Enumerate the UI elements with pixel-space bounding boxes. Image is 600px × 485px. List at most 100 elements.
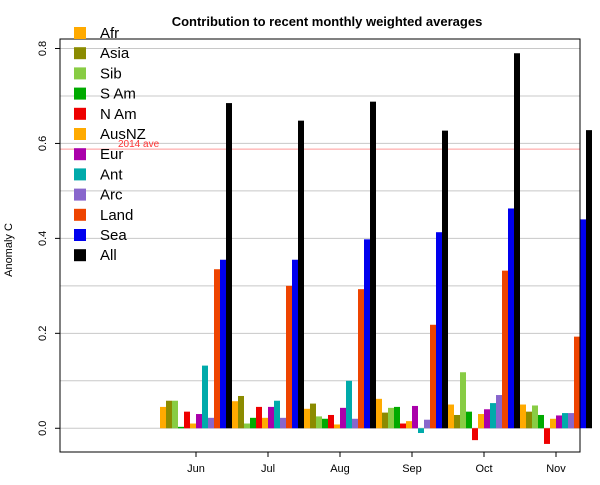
bar-arc-sep <box>424 419 430 429</box>
legend-swatch <box>74 27 86 39</box>
x-tick-label: Aug <box>330 463 350 475</box>
x-tick-label: Jun <box>187 463 205 475</box>
bar-s-am-oct <box>466 411 472 429</box>
y-tick-label: 0.2 <box>37 326 49 341</box>
bar-ausnz-sep <box>406 421 412 429</box>
bar-sib-aug <box>316 416 322 429</box>
bar-land-oct <box>502 270 508 429</box>
bar-arc-jul <box>280 417 286 429</box>
bar-sea-sep <box>436 232 442 429</box>
bar-land-aug <box>358 289 364 429</box>
legend-entry-label: S Am <box>100 86 136 103</box>
bar-sib-jul <box>244 423 250 429</box>
bar-land-sep <box>430 324 436 429</box>
bar-sib-sep <box>388 407 394 429</box>
bar-s-am-aug <box>322 418 328 429</box>
x-tick-label: Nov <box>546 463 566 475</box>
bar-ant-jul <box>274 400 280 429</box>
bar-sea-jul <box>292 259 298 429</box>
legend-entry-label: N Am <box>100 106 137 123</box>
bar-sea-aug <box>364 239 370 429</box>
bar-sea-jun <box>220 259 226 429</box>
bar-sea-nov <box>580 219 586 429</box>
bar-n-am-jun <box>184 411 190 429</box>
bar-n-am-jul <box>256 406 262 429</box>
bar-ant-sep <box>418 428 424 434</box>
legend-swatch <box>74 208 86 221</box>
bar-ausnz-oct <box>478 414 484 429</box>
bar-land-jul <box>286 285 292 429</box>
bar-ausnz-jun <box>190 423 196 429</box>
bar-sib-oct <box>460 372 466 429</box>
legend-entry-label: Sea <box>100 227 127 244</box>
bar-s-am-jun <box>178 426 184 429</box>
bar-ant-jun <box>202 365 208 429</box>
bar-ant-oct <box>490 403 496 429</box>
bar-afr-jul <box>232 401 238 429</box>
axes: Jun Jul Aug Sep Oct Nov 0.0 0.2 0.4 0.6 0.8 <box>37 38 581 475</box>
x-tick-label: Sep <box>402 463 422 475</box>
legend-swatch <box>74 148 86 161</box>
x-tick-label: Oct <box>475 463 492 475</box>
bar-afr-sep <box>376 398 382 429</box>
legend-entry-label: Afr <box>100 25 119 42</box>
bar-afr-aug <box>304 408 310 429</box>
bar-ausnz-jul <box>262 417 268 429</box>
bar-all-jun <box>226 103 232 429</box>
legend-entry-label: Land <box>100 207 133 224</box>
bar-n-am-oct <box>472 428 478 441</box>
legend-swatch <box>74 67 86 80</box>
legend-entry-label: AusNZ <box>100 126 146 143</box>
x-tick-label: Jul <box>261 463 275 475</box>
bar-arc-nov <box>568 413 574 429</box>
bar-sea-oct <box>508 208 514 429</box>
legend-entry-label: Arc <box>100 187 123 204</box>
bar-land-nov <box>574 336 580 429</box>
bar-eur-sep <box>412 405 418 429</box>
bars <box>160 53 592 444</box>
bar-asia-sep <box>382 412 388 429</box>
y-axis-label: Anomaly C <box>3 223 15 277</box>
bar-asia-jul <box>238 395 244 429</box>
bar-land-jun <box>214 269 220 429</box>
legend-swatch <box>74 168 86 181</box>
legend-swatch <box>74 188 86 201</box>
bar-arc-aug <box>352 418 358 429</box>
legend-swatch <box>74 107 86 120</box>
bar-s-am-sep <box>394 406 400 429</box>
y-tick-label: 0.0 <box>37 421 49 436</box>
bar-afr-jun <box>160 406 166 429</box>
grid-lines <box>60 47 580 429</box>
legend-entry-label: Asia <box>100 45 130 62</box>
legend: Afr Asia Sib S Am N Am AusNZ Eur Ant Arc Land Sea A… <box>74 25 146 264</box>
bar-n-am-sep <box>400 423 406 429</box>
bar-n-am-aug <box>328 414 334 429</box>
legend-entry-label: Ant <box>100 166 123 183</box>
y-tick-label: 0.8 <box>37 41 49 56</box>
legend-swatch <box>74 87 86 100</box>
chart-title: Contribution to recent monthly weighted … <box>172 14 483 29</box>
bar-afr-oct <box>448 404 454 429</box>
legend-entry-label: All <box>100 247 117 264</box>
legend-swatch <box>74 249 86 262</box>
reference-line-label: 2014 ave <box>118 139 160 150</box>
bar-ant-aug <box>346 380 352 429</box>
bar-arc-jun <box>208 417 214 429</box>
bar-eur-jun <box>196 414 202 429</box>
reference-line-group: 2014 ave <box>60 139 580 150</box>
bar-afr-nov <box>520 404 526 429</box>
bar-n-am-nov <box>544 428 550 444</box>
bar-s-am-nov <box>538 414 544 429</box>
bar-s-am-jul <box>250 417 256 429</box>
bar-eur-jul <box>268 406 274 429</box>
legend-swatch <box>74 128 86 140</box>
bar-all-aug <box>370 101 376 429</box>
bar-asia-jun <box>166 400 172 429</box>
bar-ant-nov <box>562 413 568 429</box>
bar-all-oct <box>514 53 520 429</box>
bar-sib-nov <box>532 405 538 429</box>
bar-eur-oct <box>484 409 490 429</box>
bar-asia-nov <box>526 411 532 429</box>
